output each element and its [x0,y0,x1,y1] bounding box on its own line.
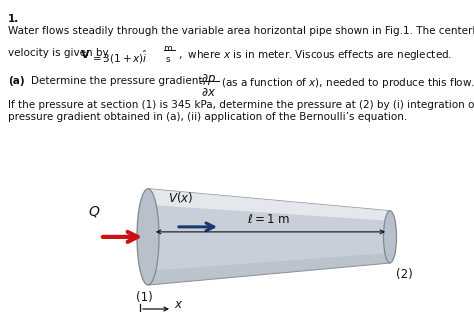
Ellipse shape [137,189,159,285]
Text: $= 3(1+x)\hat{i}$: $= 3(1+x)\hat{i}$ [90,48,148,66]
Text: Determine the pressure gradient,: Determine the pressure gradient, [31,76,206,86]
Text: $V(x)$: $V(x)$ [168,190,193,205]
Polygon shape [148,189,390,285]
Text: ,  where $x$ is in meter. Viscous effects are neglected.: , where $x$ is in meter. Viscous effects… [178,48,453,62]
Text: $x$: $x$ [174,299,183,311]
Text: $\ell = 1\ \mathrm{m}$: $\ell = 1\ \mathrm{m}$ [247,213,291,226]
Text: m: m [164,44,172,53]
Text: $\mathbf{V}$: $\mathbf{V}$ [80,48,90,60]
Text: $\partial x$: $\partial x$ [201,86,216,99]
Text: 1.: 1. [8,14,19,24]
Text: If the pressure at section (1) is 345 kPa, determine the pressure at (2) by (i) : If the pressure at section (1) is 345 kP… [8,100,474,110]
Text: (a): (a) [8,76,25,86]
Polygon shape [148,189,390,221]
Text: (as a function of $x$), needed to produce this flow. (b): (as a function of $x$), needed to produc… [221,76,474,90]
Text: velocity is given by: velocity is given by [8,48,115,58]
Text: s: s [165,55,170,64]
Text: (2): (2) [396,268,413,281]
Text: Water flows steadily through the variable area horizontal pipe shown in Fig.1. T: Water flows steadily through the variabl… [8,26,474,36]
Text: $Q$: $Q$ [88,204,100,219]
Text: (1): (1) [136,291,153,304]
Ellipse shape [383,211,396,263]
Text: $\partial p$: $\partial p$ [201,72,216,87]
Polygon shape [148,253,390,285]
Text: pressure gradient obtained in (a), (ii) application of the Bernoulli’s equation.: pressure gradient obtained in (a), (ii) … [8,112,407,122]
